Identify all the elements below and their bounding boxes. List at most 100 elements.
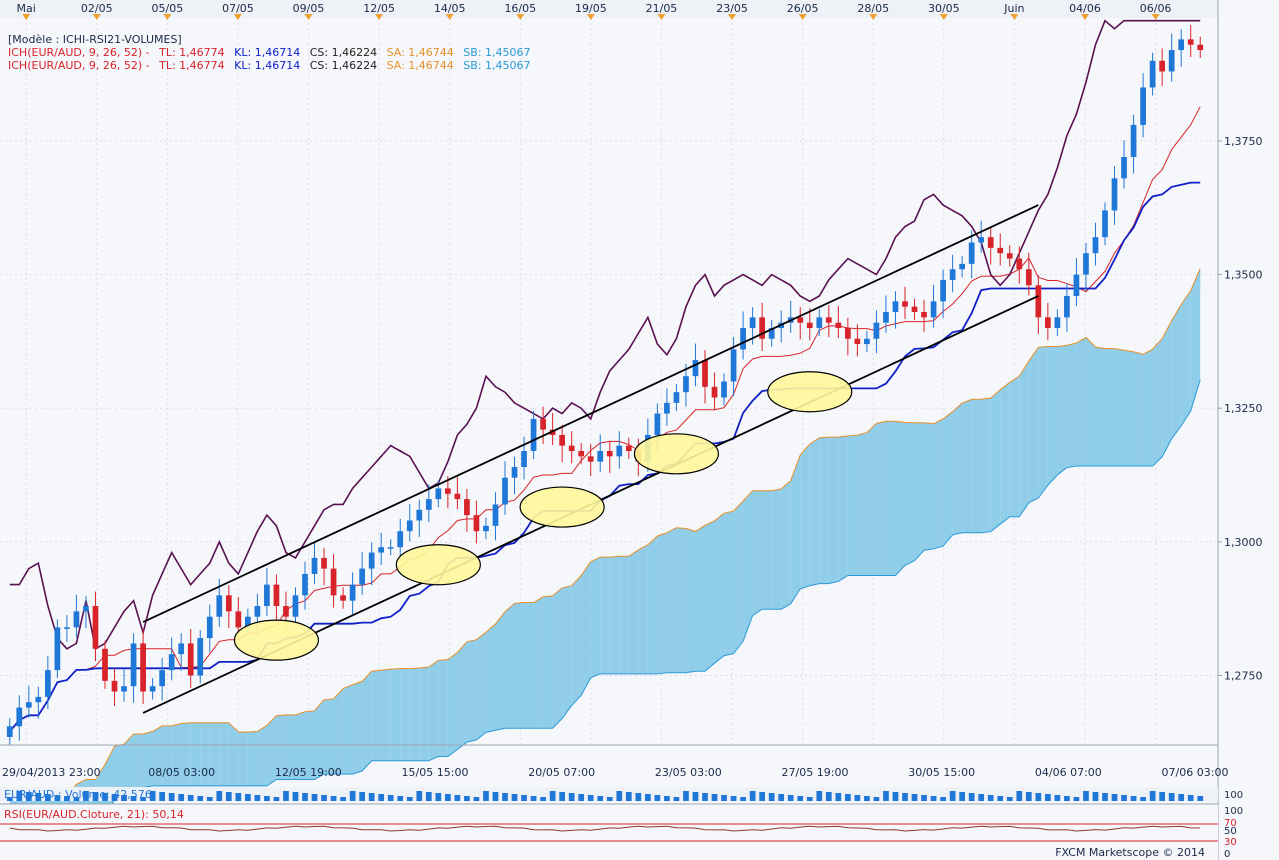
cloud-segment xyxy=(181,722,191,786)
volume-bar xyxy=(673,797,680,801)
candle-bearish xyxy=(702,360,708,387)
cloud-segment xyxy=(1152,338,1163,466)
bottom-axis-label: 15/05 15:00 xyxy=(402,766,469,779)
cloud-segment xyxy=(371,670,382,761)
top-axis-marker xyxy=(869,14,878,20)
candle-bullish xyxy=(1092,237,1099,254)
candle-bearish xyxy=(921,312,927,318)
ichimoku-legend-row-1: ICH(EUR/AUD, 9, 26, 52) - TL: 1,46774 KL… xyxy=(8,46,537,59)
top-axis-marker xyxy=(516,14,525,20)
volume-bar xyxy=(587,795,594,801)
candle-bullish xyxy=(130,643,137,687)
volume-bar xyxy=(759,792,765,801)
volume-bar xyxy=(816,791,823,801)
candle-bearish xyxy=(902,301,908,307)
volume-bar xyxy=(1111,794,1118,801)
cloud-segment xyxy=(524,602,534,729)
candle-bullish xyxy=(692,360,699,377)
top-axis-label: 07/05 xyxy=(222,2,254,15)
rsi-level-label: 30 xyxy=(1224,837,1237,848)
cloud-segment xyxy=(876,421,886,576)
volume-bar xyxy=(606,797,613,801)
volume-bar xyxy=(854,795,861,801)
volume-bar xyxy=(664,796,670,801)
top-axis-label: 16/05 xyxy=(504,2,536,15)
volume-bar xyxy=(130,796,137,801)
cloud-segment xyxy=(733,500,744,654)
candle-bearish xyxy=(911,306,918,313)
candle-bullish xyxy=(502,477,508,505)
cloud-segment xyxy=(228,722,239,786)
cloud-segment xyxy=(724,511,734,656)
candle-bullish xyxy=(978,237,985,243)
cloud-segment xyxy=(819,437,829,584)
cloud-segment xyxy=(1133,351,1144,466)
top-axis-label: 09/05 xyxy=(293,2,325,15)
cloud-segment xyxy=(1028,347,1039,503)
candle-bearish xyxy=(464,499,470,516)
cloud-segment xyxy=(333,688,344,775)
top-axis-label: 21/05 xyxy=(646,2,678,15)
legend-name: ICH(EUR/AUD, 9, 26, 52) - xyxy=(8,46,150,59)
candle-bullish xyxy=(54,627,61,671)
cloud-segment xyxy=(971,399,982,533)
top-axis-labels: Mai 02/05 05/05 07/05 09/05 12/05 14/05 16/05 19… xyxy=(17,2,1171,20)
candle-bearish xyxy=(559,434,565,446)
volume-bar xyxy=(987,795,994,801)
cloud-segment xyxy=(943,411,953,547)
candle-bullish xyxy=(168,654,175,671)
volume-bar xyxy=(454,795,461,801)
y-axis-labels: 1,2750 1,3000 1,3250 1,3500 1,3750 xyxy=(1218,135,1263,683)
cloud-segment xyxy=(438,659,448,757)
volume-bar xyxy=(806,797,813,801)
volume-bar xyxy=(330,796,337,801)
cloud-segment xyxy=(209,722,220,786)
candle-bullish xyxy=(1178,39,1185,51)
volume-bar xyxy=(1016,791,1023,801)
candle-bullish xyxy=(1083,253,1089,275)
cloud-segment xyxy=(933,418,944,549)
candle-bullish xyxy=(406,520,413,532)
candle-bullish xyxy=(1149,60,1156,88)
model-label: [Modèle : ICHI-RSI21-VOLUMES] xyxy=(8,33,182,46)
cloud-segment xyxy=(657,532,667,674)
legend-sb: SB: 1,45067 xyxy=(463,46,531,59)
channel-touch-highlight xyxy=(233,619,320,661)
volume-bar xyxy=(387,795,394,801)
candle-bearish xyxy=(1006,253,1013,259)
cloud-segment xyxy=(1181,290,1191,426)
legend-cs: CS: 1,46224 xyxy=(309,59,378,72)
cloud-segment xyxy=(400,668,410,761)
candle-bearish xyxy=(711,386,718,398)
cloud-segment xyxy=(362,671,372,771)
volume-bar xyxy=(1073,797,1080,801)
cloud-segment xyxy=(143,731,153,788)
volume-bar xyxy=(702,793,708,801)
volume-bar xyxy=(197,796,204,801)
volume-bar xyxy=(292,792,299,801)
bottom-axis-label: 08/05 03:00 xyxy=(148,766,215,779)
volume-bar xyxy=(778,794,785,801)
candle-bullish xyxy=(730,349,737,382)
volume-bar xyxy=(1149,791,1156,801)
candle-bearish xyxy=(140,643,146,692)
candle-bullish xyxy=(892,301,899,313)
cloud-segment xyxy=(981,398,991,533)
candle-bullish xyxy=(1073,274,1080,296)
volume-bar xyxy=(559,792,565,801)
candle-bearish xyxy=(854,338,861,345)
cloud-segment xyxy=(257,725,267,786)
volume-bar xyxy=(635,793,642,801)
candle-bullish xyxy=(16,707,23,727)
cloud-segment xyxy=(609,556,620,674)
cloud-segment xyxy=(543,595,553,729)
volume-bar xyxy=(749,791,756,801)
volume-bar xyxy=(1178,794,1185,801)
top-axis-marker xyxy=(233,14,242,20)
top-axis-marker xyxy=(798,14,807,20)
volume-bar xyxy=(425,792,432,801)
candle-bullish xyxy=(397,531,404,548)
candle-bullish xyxy=(245,616,251,628)
cloud-segment xyxy=(809,437,820,586)
candle-bullish xyxy=(492,504,499,526)
